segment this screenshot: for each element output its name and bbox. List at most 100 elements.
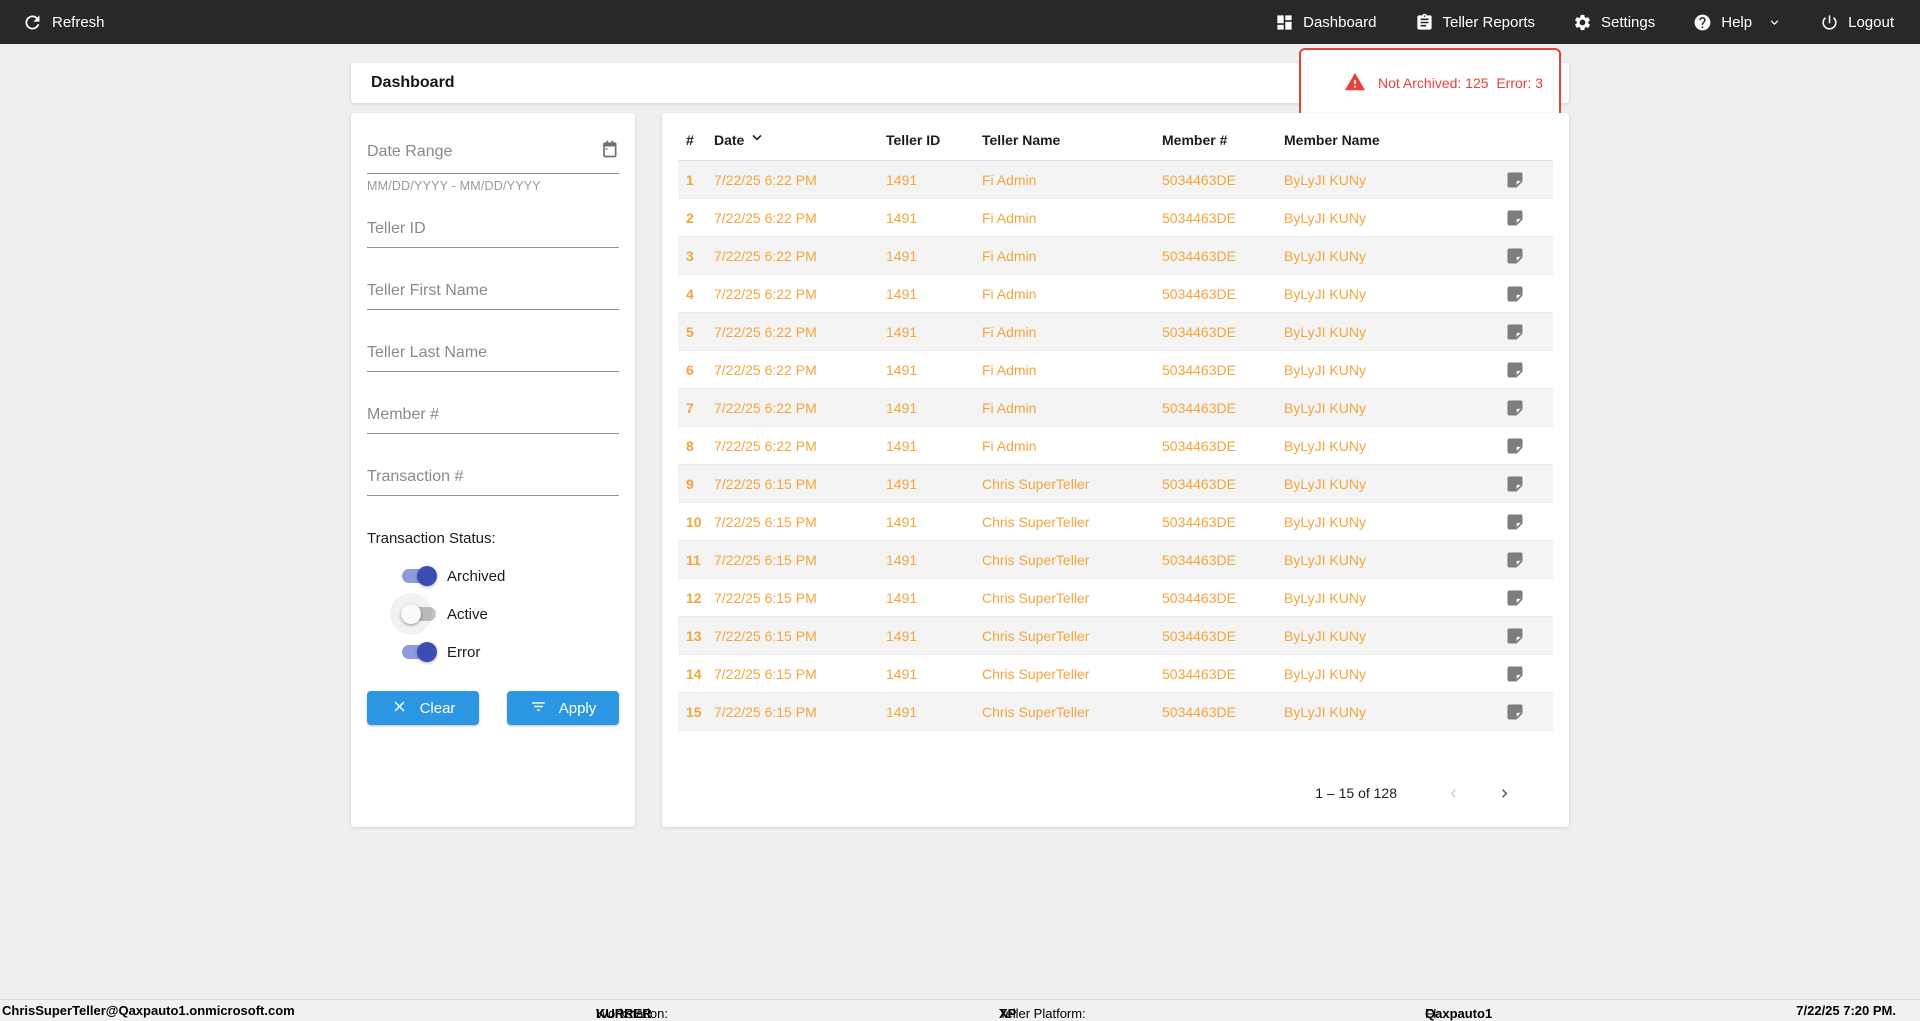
nav-item-label: Teller Reports: [1442, 13, 1536, 31]
row-date: 7/22/25 6:22 PM: [714, 285, 817, 302]
row-member-number: 5034463DE: [1162, 589, 1236, 606]
note-icon[interactable]: [1505, 436, 1525, 456]
row-member-name: ByLyJI KUNy: [1284, 209, 1366, 226]
table-row[interactable]: 5 7/22/25 6:22 PM 1491 Fi Admin 5034463D…: [678, 313, 1553, 351]
nav-item-teller-reports[interactable]: Teller Reports: [1415, 13, 1536, 32]
row-index: 1: [686, 171, 694, 188]
teller-first-name-field[interactable]: Teller First Name: [367, 282, 619, 310]
page-title: Dashboard: [371, 74, 455, 91]
row-teller-name: Chris SuperTeller: [982, 703, 1090, 720]
table-row[interactable]: 8 7/22/25 6:22 PM 1491 Fi Admin 5034463D…: [678, 427, 1553, 465]
nav-item-dashboard[interactable]: Dashboard: [1275, 13, 1377, 32]
date-range-placeholder: Date Range: [367, 142, 453, 160]
row-teller-name: Fi Admin: [982, 399, 1037, 416]
row-index: 6: [686, 361, 694, 378]
refresh-label: Refresh: [52, 13, 105, 31]
row-teller-id: 1491: [886, 513, 918, 530]
previous-page-button[interactable]: [1441, 781, 1466, 806]
column-header-teller-id[interactable]: Teller ID: [886, 131, 941, 148]
note-icon[interactable]: [1505, 626, 1525, 646]
row-member-name: ByLyJI KUNy: [1284, 399, 1366, 416]
note-icon[interactable]: [1505, 512, 1525, 532]
table-row[interactable]: 2 7/22/25 6:22 PM 1491 Fi Admin 5034463D…: [678, 199, 1553, 237]
note-icon[interactable]: [1505, 702, 1525, 722]
table-row[interactable]: 6 7/22/25 6:22 PM 1491 Fi Admin 5034463D…: [678, 351, 1553, 389]
table-row[interactable]: 4 7/22/25 6:22 PM 1491 Fi Admin 5034463D…: [678, 275, 1553, 313]
note-icon[interactable]: [1505, 474, 1525, 494]
note-icon[interactable]: [1505, 588, 1525, 608]
row-member-name: ByLyJI KUNy: [1284, 703, 1366, 720]
row-member-number: 5034463DE: [1162, 551, 1236, 568]
date-range-field[interactable]: Date Range MM/DD/YYYY - MM/DD/YYYY: [367, 139, 619, 193]
note-icon[interactable]: [1505, 360, 1525, 380]
row-member-number: 5034463DE: [1162, 627, 1236, 644]
table-row[interactable]: 12 7/22/25 6:15 PM 1491 Chris SuperTelle…: [678, 579, 1553, 617]
nav-item-settings[interactable]: Settings: [1573, 13, 1655, 32]
transaction-number-field[interactable]: Transaction #: [367, 468, 619, 496]
top-navigation-bar: Refresh Dashboard Teller Reports Setting…: [0, 0, 1920, 44]
row-member-number: 5034463DE: [1162, 437, 1236, 454]
chevron-down-icon: [1767, 15, 1782, 30]
nav-item-help[interactable]: Help: [1693, 13, 1782, 32]
teller-last-name-field[interactable]: Teller Last Name: [367, 344, 619, 372]
row-date: 7/22/25 6:22 PM: [714, 323, 817, 340]
close-icon: [391, 698, 408, 719]
column-header-index[interactable]: #: [686, 131, 694, 148]
apply-button[interactable]: Apply: [507, 691, 619, 725]
row-member-number: 5034463DE: [1162, 209, 1236, 226]
table-row[interactable]: 3 7/22/25 6:22 PM 1491 Fi Admin 5034463D…: [678, 237, 1553, 275]
row-date: 7/22/25 6:15 PM: [714, 475, 817, 492]
note-icon[interactable]: [1505, 284, 1525, 304]
clear-button[interactable]: Clear: [367, 691, 479, 725]
row-date: 7/22/25 6:15 PM: [714, 551, 817, 568]
teller-id-field[interactable]: Teller ID: [367, 220, 619, 248]
table-row[interactable]: 11 7/22/25 6:15 PM 1491 Chris SuperTelle…: [678, 541, 1553, 579]
note-icon[interactable]: [1505, 208, 1525, 228]
table-row[interactable]: 9 7/22/25 6:15 PM 1491 Chris SuperTeller…: [678, 465, 1553, 503]
archived-toggle[interactable]: [401, 566, 437, 586]
note-icon[interactable]: [1505, 322, 1525, 342]
row-teller-id: 1491: [886, 437, 918, 454]
clear-button-label: Clear: [419, 699, 456, 717]
row-teller-name: Fi Admin: [982, 171, 1037, 188]
column-header-member-number[interactable]: Member #: [1162, 131, 1228, 148]
row-member-number: 5034463DE: [1162, 323, 1236, 340]
row-member-name: ByLyJI KUNy: [1284, 437, 1366, 454]
table-row[interactable]: 14 7/22/25 6:15 PM 1491 Chris SuperTelle…: [678, 655, 1553, 693]
note-icon[interactable]: [1505, 398, 1525, 418]
table-row[interactable]: 15 7/22/25 6:15 PM 1491 Chris SuperTelle…: [678, 693, 1553, 731]
active-toggle[interactable]: [401, 604, 437, 624]
teller-first-name-placeholder: Teller First Name: [367, 282, 488, 299]
column-header-date[interactable]: Date: [714, 129, 886, 150]
note-icon[interactable]: [1505, 246, 1525, 266]
row-index: 8: [686, 437, 694, 454]
status-bar: ChrisSuperTeller@Qaxpauto1.onmicrosoft.c…: [0, 999, 1920, 1021]
note-icon[interactable]: [1505, 550, 1525, 570]
table-row[interactable]: 13 7/22/25 6:15 PM 1491 Chris SuperTelle…: [678, 617, 1553, 655]
column-header-member-name[interactable]: Member Name: [1284, 131, 1380, 148]
next-page-button[interactable]: [1492, 781, 1517, 806]
refresh-button[interactable]: Refresh: [22, 12, 105, 33]
row-teller-name: Chris SuperTeller: [982, 513, 1090, 530]
calendar-icon[interactable]: [599, 139, 619, 164]
error-toggle[interactable]: [401, 642, 437, 662]
column-header-teller-name[interactable]: Teller Name: [982, 131, 1061, 148]
row-member-number: 5034463DE: [1162, 703, 1236, 720]
row-date: 7/22/25 6:22 PM: [714, 399, 817, 416]
nav-item-label: Dashboard: [1303, 13, 1377, 31]
row-teller-name: Fi Admin: [982, 247, 1037, 264]
row-date: 7/22/25 6:15 PM: [714, 513, 817, 530]
note-icon[interactable]: [1505, 170, 1525, 190]
gear-icon: [1573, 13, 1592, 32]
row-date: 7/22/25 6:15 PM: [714, 589, 817, 606]
note-icon[interactable]: [1505, 664, 1525, 684]
member-number-field[interactable]: Member #: [367, 406, 619, 434]
table-row[interactable]: 1 7/22/25 6:22 PM 1491 Fi Admin 5034463D…: [678, 161, 1553, 199]
row-index: 2: [686, 209, 694, 226]
table-row[interactable]: 10 7/22/25 6:15 PM 1491 Chris SuperTelle…: [678, 503, 1553, 541]
nav-item-logout[interactable]: Logout: [1820, 13, 1894, 32]
table-row[interactable]: 7 7/22/25 6:22 PM 1491 Fi Admin 5034463D…: [678, 389, 1553, 427]
row-index: 7: [686, 399, 694, 416]
row-teller-id: 1491: [886, 665, 918, 682]
row-teller-id: 1491: [886, 475, 918, 492]
